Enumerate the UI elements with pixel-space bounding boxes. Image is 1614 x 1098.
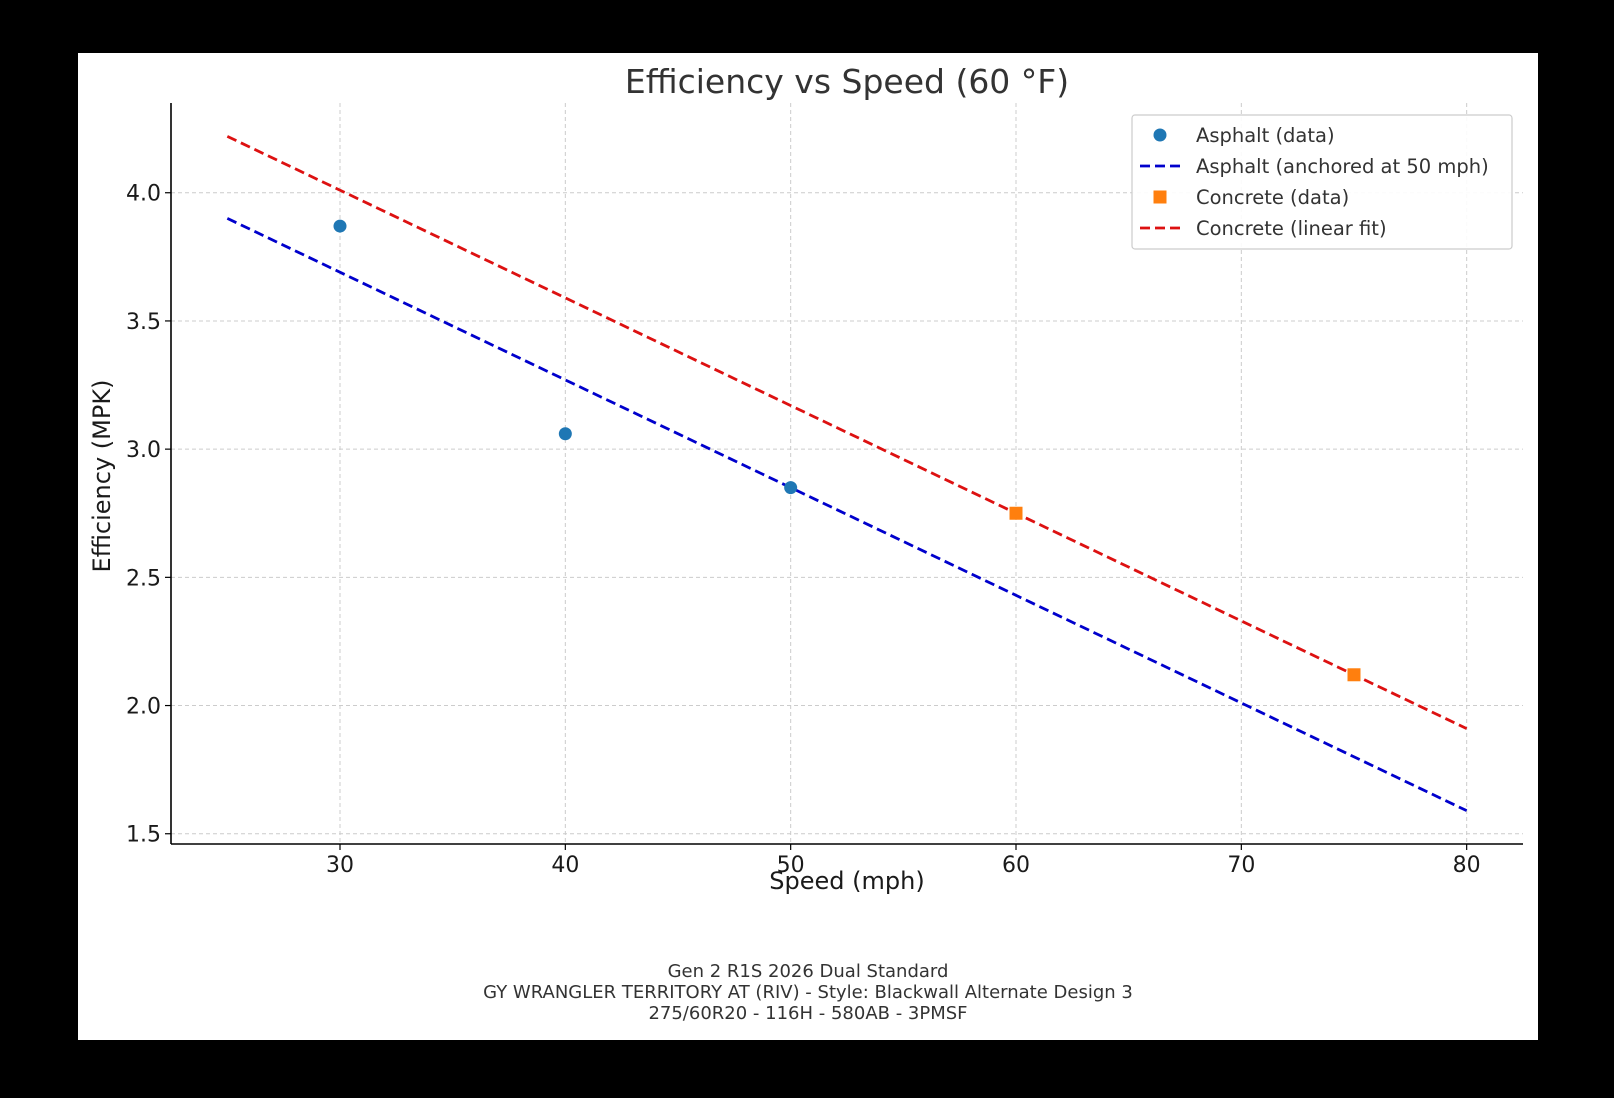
legend-label: Asphalt (data) — [1196, 124, 1335, 147]
data-point — [1009, 506, 1023, 520]
data-point — [558, 427, 572, 441]
efficiency-vs-speed-chart: 30 40 50 60 70 80 1.5 2.0 2.5 3.0 3.5 4.0 Efficienc… — [88, 62, 1523, 895]
legend: Asphalt (data) Asphalt (anchored at 50 mp… — [1131, 114, 1513, 250]
x-tick-label: 50 — [777, 853, 805, 878]
legend-marker-swatch — [1153, 128, 1167, 142]
y-tick-label: 4.0 — [126, 182, 161, 207]
y-tick-label: 1.5 — [126, 823, 161, 848]
x-tick-label: 30 — [326, 853, 354, 878]
x-tick-label: 60 — [1002, 853, 1030, 878]
legend-box — [1131, 114, 1513, 250]
data-point — [333, 219, 347, 233]
data-point — [1347, 668, 1361, 682]
y-tick-label: 2.5 — [126, 566, 161, 591]
figure-frame: 30 40 50 60 70 80 1.5 2.0 2.5 3.0 3.5 4.0 Efficienc… — [78, 53, 1538, 1040]
chart-footer: Gen 2 R1S 2026 Dual Standard GY WRANGLER… — [78, 961, 1538, 1024]
legend-label: Asphalt (anchored at 50 mph) — [1196, 155, 1489, 178]
y-axis-label: Efficiency (MPK) — [88, 380, 116, 573]
y-tick-label: 3.5 — [126, 310, 161, 335]
x-tick-label: 70 — [1227, 853, 1255, 878]
x-tick-label: 40 — [551, 853, 579, 878]
footer-line-tire-spec: 275/60R20 - 116H - 580AB - 3PMSF — [648, 1003, 968, 1024]
series-line — [226, 217, 1468, 812]
axes-layer: 30 40 50 60 70 80 1.5 2.0 2.5 3.0 3.5 4.0 — [126, 103, 1523, 878]
x-axis-label: Speed (mph) — [769, 867, 924, 895]
chart-title: Efficiency vs Speed (60 °F) — [625, 62, 1069, 101]
grid-layer — [171, 103, 1523, 844]
legend-label: Concrete (linear fit) — [1196, 217, 1387, 240]
series-line — [226, 135, 1468, 730]
data-point — [784, 481, 798, 495]
labels-layer: Efficiency vs Speed (60 °F) Speed (mph) … — [88, 62, 1069, 895]
y-tick-label: 2.0 — [126, 695, 161, 720]
legend-label: Concrete (data) — [1196, 186, 1349, 209]
series-layer — [226, 135, 1468, 812]
footer-line-vehicle: Gen 2 R1S 2026 Dual Standard — [667, 961, 949, 982]
legend-marker-swatch — [1153, 190, 1167, 204]
x-tick-label: 80 — [1453, 853, 1481, 878]
footer-line-tire-model: GY WRANGLER TERRITORY AT (RIV) - Style: … — [483, 982, 1133, 1003]
y-tick-label: 3.0 — [126, 438, 161, 463]
